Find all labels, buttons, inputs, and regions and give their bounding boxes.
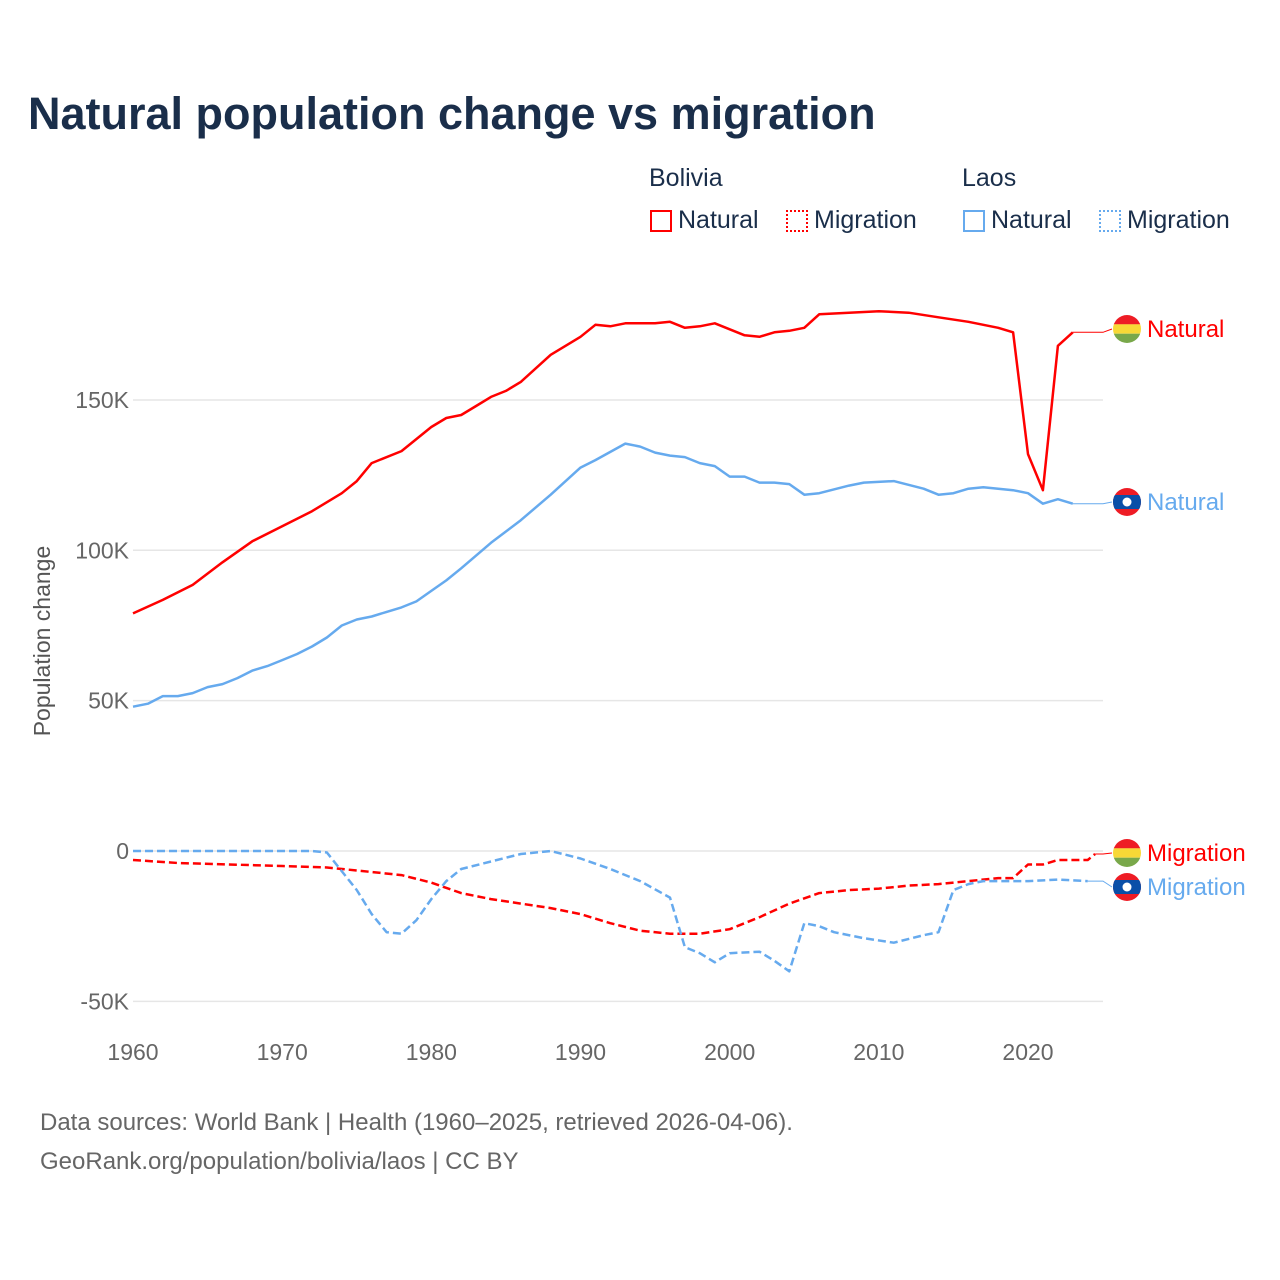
label-connector xyxy=(1087,880,1113,888)
series-line-laos-migration xyxy=(133,849,1088,973)
legend-laos-natural[interactable]: Natural xyxy=(963,206,1072,235)
y-tick-label: 150K xyxy=(75,387,129,413)
legend-bolivia-migration[interactable]: Migration xyxy=(786,206,917,235)
y-tick-label: 0 xyxy=(116,838,129,864)
series-line-laos-natural xyxy=(132,442,1074,708)
flag-stripe xyxy=(1113,839,1141,849)
label-connector xyxy=(1072,501,1113,505)
footer-sources: Data sources: World Bank | Health (1960–… xyxy=(40,1109,793,1136)
x-tick-label: 1990 xyxy=(555,1039,606,1065)
x-tick-label: 2000 xyxy=(704,1039,755,1065)
flag-stripe xyxy=(1113,324,1141,334)
x-tick-label: 2020 xyxy=(1002,1039,1053,1065)
legend-swatch-solid xyxy=(650,209,672,232)
y-axis-label: Population change xyxy=(29,546,55,737)
y-tick-label: 50K xyxy=(88,688,130,714)
flag-stripe xyxy=(1113,857,1141,867)
flag-stripe xyxy=(1113,848,1141,858)
legend-label: Migration xyxy=(1127,206,1230,234)
bolivia-flag-icon xyxy=(1113,839,1141,867)
y-tick-label: 100K xyxy=(75,537,129,563)
end-label-laos-migration: Migration xyxy=(1147,874,1246,901)
legend-group-bolivia: Bolivia xyxy=(649,164,723,192)
legend-group-laos: Laos xyxy=(962,164,1017,192)
laos-flag-icon xyxy=(1113,873,1141,901)
legend-laos-migration[interactable]: Migration xyxy=(1099,206,1230,235)
flag-stripe xyxy=(1113,333,1141,343)
legend-bolivia-natural[interactable]: Natural xyxy=(650,206,759,235)
label-connector xyxy=(1095,852,1113,855)
label-connector xyxy=(1072,328,1113,333)
x-tick-label: 1960 xyxy=(107,1039,158,1065)
y-tick-label: -50K xyxy=(80,988,129,1014)
x-tick-label: 1970 xyxy=(257,1039,308,1065)
flag-disc xyxy=(1122,497,1132,507)
legend-swatch-dotted xyxy=(1099,209,1121,232)
end-label-bolivia-migration: Migration xyxy=(1147,840,1246,867)
legend-swatch-dotted xyxy=(786,209,808,232)
end-label-laos-natural: Natural xyxy=(1147,489,1224,516)
legend-label: Natural xyxy=(991,206,1072,234)
laos-flag-icon xyxy=(1113,488,1141,516)
series-line-bolivia-migration xyxy=(132,853,1096,935)
flag-stripe xyxy=(1113,315,1141,325)
bolivia-flag-icon xyxy=(1113,315,1141,343)
end-label-bolivia-natural: Natural xyxy=(1147,316,1224,343)
chart-title: Natural population change vs migration xyxy=(28,88,876,139)
legend-label: Migration xyxy=(814,206,917,234)
legend-swatch-solid xyxy=(963,209,985,232)
series-line-bolivia-natural xyxy=(132,309,1074,615)
flag-disc xyxy=(1122,882,1132,892)
footer-attribution[interactable]: GeoRank.org/population/bolivia/laos | CC… xyxy=(40,1148,519,1175)
x-tick-label: 2010 xyxy=(853,1039,904,1065)
x-tick-label: 1980 xyxy=(406,1039,457,1065)
legend-label: Natural xyxy=(678,206,759,234)
